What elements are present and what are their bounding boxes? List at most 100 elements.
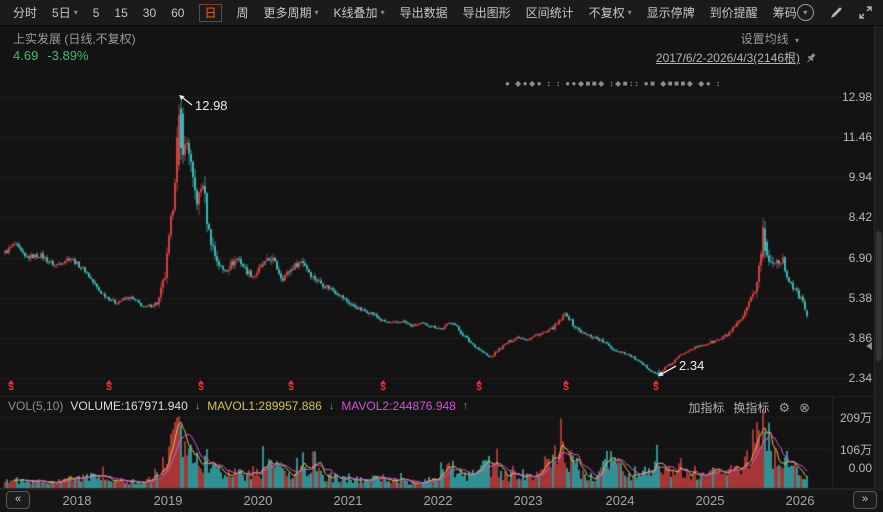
up-triangle-icon: [653, 380, 659, 384]
mavol1-down-arrow-icon: ↓: [328, 400, 335, 412]
year-label-2021: 2021: [333, 493, 363, 508]
dollar-glyph: $: [8, 382, 14, 393]
ma-settings-button[interactable]: 设置均线 ▾: [740, 32, 799, 46]
volume-down-arrow-icon: ↓: [194, 400, 201, 412]
price-axis-label: 3.86: [848, 330, 872, 345]
toolbar-item-15[interactable]: 15: [114, 5, 128, 20]
price-axis-label: 8.42: [848, 210, 872, 225]
year-label-2023: 2023: [513, 493, 543, 508]
chevron-down-icon: ▾: [627, 8, 632, 17]
event-markers-row[interactable]: ● ◆●◆● ↕ ↕ ●●◆■■◆ ↕◆■↕↕ ●■ ◆■■■◆ ◆● ↕: [505, 79, 722, 88]
year-label-2025: 2025: [695, 493, 725, 508]
toolbar-icons: ▾: [796, 4, 883, 21]
pin-icon[interactable]: [805, 52, 817, 64]
scroll-left-button[interactable]: «: [6, 491, 30, 509]
up-triangle-icon: [563, 380, 569, 384]
year-label-2019: 2019: [153, 493, 183, 508]
annotation-high-arrow-icon: [179, 95, 193, 106]
mavol1-value: MAVOL1:289957.886: [207, 399, 322, 413]
up-triangle-icon: [198, 380, 204, 384]
panel-collapse-handle-icon[interactable]: [866, 342, 872, 350]
toolbar-item-60[interactable]: 60: [171, 5, 185, 20]
year-label-2024: 2024: [605, 493, 635, 508]
annotation-low-arrow-icon: [658, 365, 677, 376]
volume-axis-label: 209万: [839, 411, 872, 425]
dividend-marker-icon[interactable]: $: [561, 380, 571, 393]
toolbar-item-日[interactable]: 日: [199, 3, 222, 22]
time-axis: [0, 489, 883, 512]
toolbar-item-K线叠加[interactable]: K线叠加 ▾: [333, 6, 385, 20]
switch-indicator-button[interactable]: 换指标: [733, 401, 770, 415]
date-range-link[interactable]: 2017/6/2-2026/4/3(2146根): [656, 49, 817, 66]
toolbar-item-不复权[interactable]: 不复权 ▾: [588, 6, 632, 20]
mavol2-up-arrow-icon: ↑: [462, 400, 469, 412]
up-triangle-icon: [380, 380, 386, 384]
up-triangle-icon: [8, 380, 14, 384]
chevron-down-icon: ▾: [794, 36, 799, 45]
price-axis-label: 9.94: [848, 170, 872, 185]
volume-indicator-header: VOL(5,10) VOLUME:167971.940 ↓ MAVOL1:289…: [8, 399, 468, 413]
toolbar-item-显示停牌[interactable]: 显示停牌: [646, 6, 695, 20]
toolbar-item-到价提醒[interactable]: 到价提醒: [709, 6, 758, 20]
toolbar-item-5日[interactable]: 5日 ▾: [52, 6, 78, 20]
vertical-scrollbar[interactable]: [874, 26, 883, 489]
price-axis-label: 12.98: [841, 90, 872, 104]
draw-pencil-icon[interactable]: [829, 6, 843, 20]
dollar-glyph: $: [198, 382, 204, 393]
dividend-marker-icon[interactable]: $: [378, 380, 388, 393]
scroll-right-button[interactable]: »: [853, 491, 877, 509]
chevron-down-icon: ▾: [73, 8, 78, 17]
toolbar-item-30[interactable]: 30: [142, 5, 157, 20]
year-label-2026: 2026: [785, 493, 815, 508]
annotation-low: 2.34: [679, 358, 705, 373]
dividend-marker-icon[interactable]: $: [474, 380, 484, 393]
dividend-marker-icon[interactable]: $: [104, 380, 114, 393]
year-label-2022: 2022: [423, 493, 453, 508]
volume-axis-label: 0.00: [848, 461, 872, 475]
toolbar-item-导出图形[interactable]: 导出图形: [462, 6, 511, 20]
price-axis-label: 5.38: [848, 290, 872, 305]
chevron-down-icon: ▾: [380, 8, 385, 17]
volume-value: VOLUME:167971.940: [70, 399, 188, 413]
add-indicator-button[interactable]: 加指标: [688, 401, 725, 415]
indicator-settings-gear-icon[interactable]: ⚙: [778, 399, 791, 415]
toolbar-item-分时[interactable]: 分时: [13, 6, 38, 20]
toolbar-item-区间统计[interactable]: 区间统计: [525, 6, 574, 20]
annotation-high: 12.98: [195, 98, 228, 113]
toolbar-item-筹码[interactable]: 筹码: [772, 6, 797, 20]
toolbar-item-周[interactable]: 周: [236, 6, 249, 20]
dollar-glyph: $: [653, 382, 659, 393]
vol-indicator-name[interactable]: VOL(5,10): [8, 399, 64, 413]
last-price-line: 4.69 -3.89%: [13, 48, 89, 63]
dollar-glyph: $: [380, 382, 386, 393]
dollar-glyph: $: [106, 382, 112, 393]
scrollbar-thumb[interactable]: [876, 231, 882, 361]
year-label-2020: 2020: [243, 493, 273, 508]
dollar-glyph: $: [476, 382, 482, 393]
price-axis-label: 2.34: [848, 371, 872, 385]
fullscreen-icon[interactable]: [858, 5, 873, 20]
dividend-marker-icon[interactable]: $: [286, 380, 296, 393]
mavol2-value: MAVOL2:244876.948: [341, 399, 456, 413]
toolbar-item-5[interactable]: 5: [92, 5, 100, 20]
period-and-tools-menu: 分时 5日 ▾ 5 15 30 60 日周更多周期 ▾ K线叠加 ▾ 导出数据 导出图形 区间统计 不复权 ▾…: [13, 3, 797, 22]
dollar-glyph: $: [563, 382, 569, 393]
last-price: 4.69: [13, 48, 39, 63]
dividend-marker-icon[interactable]: $: [196, 380, 206, 393]
toolbar-item-更多周期[interactable]: 更多周期 ▾: [263, 6, 319, 20]
up-triangle-icon: [476, 380, 482, 384]
volume-axis-label: 106万: [839, 443, 872, 457]
close-indicator-icon[interactable]: ⊗: [799, 399, 810, 415]
indicator-controls: 加指标 换指标 ⚙ ⊗: [688, 399, 810, 416]
dividend-marker-icon[interactable]: $: [6, 380, 16, 393]
dividend-marker-icon[interactable]: $: [651, 380, 661, 393]
collapse-toolbar-icon[interactable]: ▾: [796, 4, 814, 21]
year-label-2018: 2018: [62, 493, 92, 508]
toolbar: 分时 5日 ▾ 5 15 30 60 日周更多周期 ▾ K线叠加 ▾ 导出数据 导出图形 区间统计 不复权 ▾…: [0, 0, 883, 26]
change-percent: -3.89%: [47, 48, 89, 63]
up-triangle-icon: [106, 380, 112, 384]
toolbar-item-导出数据[interactable]: 导出数据: [399, 6, 448, 20]
dollar-glyph: $: [288, 382, 294, 393]
